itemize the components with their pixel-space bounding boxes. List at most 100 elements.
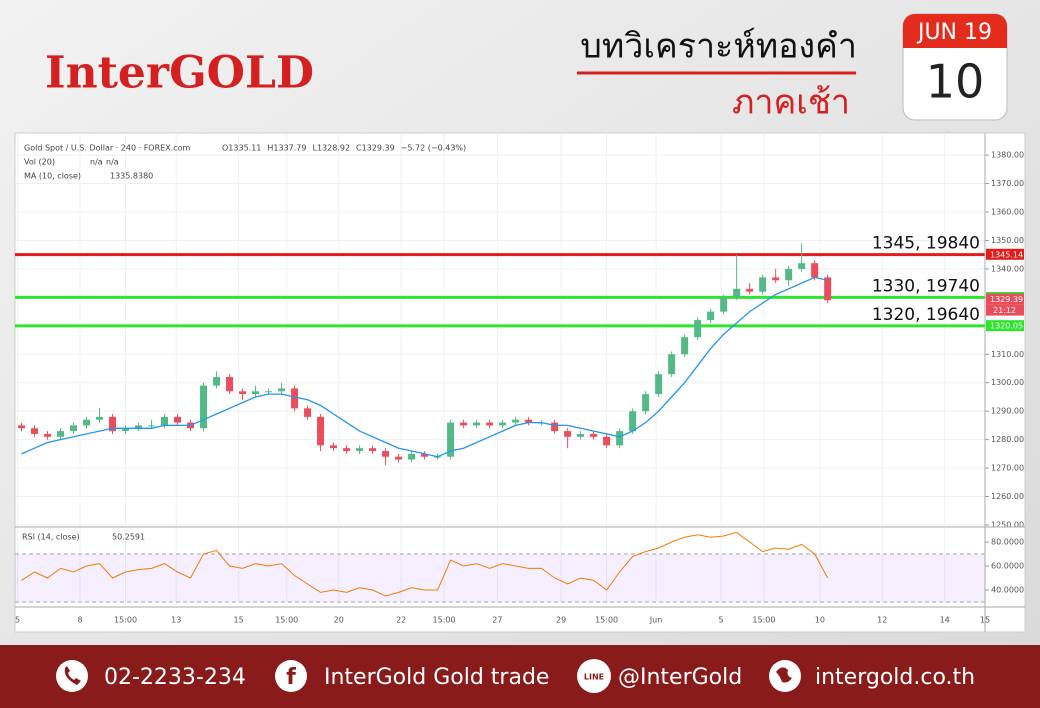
rsi-band: [15, 554, 985, 603]
y-tick-label: 1270.00: [991, 464, 1024, 473]
candle-body: [616, 431, 624, 446]
facebook: InterGold Gold trade: [324, 665, 549, 690]
candle-body: [629, 411, 637, 432]
candle-body: [343, 448, 351, 452]
brand: InterGOLD: [45, 48, 314, 99]
y-tick-label: 60.0000: [991, 562, 1024, 571]
candle-body: [577, 433, 585, 437]
level-label: 1320, 19640: [872, 305, 980, 325]
candle-body: [720, 297, 728, 312]
y-tick-label: 1380.00: [991, 151, 1024, 160]
candle-body: [213, 377, 221, 386]
x-tick-label: 15:00: [752, 616, 775, 625]
candle-body: [811, 263, 819, 278]
level-label: 1330, 19740: [872, 276, 980, 296]
candle-body: [278, 388, 286, 392]
price-tag-label: 1329.39: [990, 295, 1023, 304]
candle-body: [109, 416, 117, 432]
ma-legend: 1335.8380: [110, 172, 153, 181]
candle-body: [486, 422, 494, 426]
candle-body: [603, 436, 611, 446]
x-tick-label: 5: [15, 616, 20, 625]
candle-body: [733, 288, 741, 298]
price-tag: [986, 320, 1024, 332]
line: @InterGold: [618, 665, 742, 690]
calendar: JUN 19 10: [902, 13, 1008, 121]
calendar-top: [903, 14, 1007, 48]
footer-items: 02-2233-234 f InterGold Gold trade LINE …: [56, 659, 975, 693]
ma-line: [21, 276, 828, 458]
candle-body: [135, 425, 143, 429]
calendar-month: JUN 19: [916, 20, 992, 45]
y-tick-label: 1290.00: [991, 407, 1024, 416]
ohlc-value: H1337.79: [267, 144, 306, 153]
symbol: Gold Spot / U.S. Dollar · 240 · FOREX.co…: [24, 144, 191, 153]
x-tick-label: 20: [334, 616, 344, 625]
candle-body: [551, 422, 559, 432]
candle-body: [161, 416, 169, 426]
candle-body: [642, 394, 650, 412]
candle-body: [148, 425, 156, 427]
candle-body: [772, 277, 780, 281]
candle-body: [317, 416, 325, 446]
y-tick-label: 80.0000: [991, 538, 1024, 547]
facebook-icon: [275, 660, 307, 692]
candle-body: [408, 453, 416, 460]
ohlc-value: L1328.92: [313, 144, 351, 153]
candle-body: [824, 277, 832, 301]
candle-body: [96, 416, 104, 420]
price-tag-label: 1345.14: [990, 250, 1023, 259]
legend: Gold Spot / U.S. Dollar · 240 · FOREX.co…: [22, 144, 191, 542]
volume-legend: Vol (20): [24, 158, 55, 167]
candle-body: [694, 320, 702, 338]
countdown: 21:12: [993, 306, 1016, 315]
candle-body: [473, 422, 481, 426]
candle-body: [512, 419, 520, 423]
y-tick-label: 1280.00: [991, 435, 1024, 444]
candle-body: [252, 391, 260, 395]
y-tick-label: 1260.00: [991, 492, 1024, 501]
candle-body: [83, 419, 91, 426]
level-label: 1345, 19840: [872, 234, 980, 254]
candle-body: [746, 288, 754, 292]
candle-body: [239, 391, 247, 395]
line-glyph: LINE: [584, 673, 604, 682]
price-tag: [986, 248, 1024, 260]
x-tick-label: 14: [940, 616, 950, 625]
globe-glyph: [776, 667, 792, 683]
candle-body: [590, 433, 598, 437]
y-tick-label: 40.0000: [991, 586, 1024, 595]
candle-body: [564, 431, 572, 437]
x-tick-label: 15: [234, 616, 244, 625]
volume-legend: n/a: [106, 158, 119, 167]
x-tick-label: Jun: [649, 616, 663, 625]
candle-body: [668, 354, 676, 375]
facebook-glyph: f: [286, 665, 296, 690]
x-tick-label: 10: [815, 616, 825, 625]
ma-legend: MA (10, close): [24, 172, 81, 181]
candle-body: [291, 388, 299, 409]
session: ภาคเช้า: [732, 83, 850, 123]
countdown-tag: [986, 304, 1024, 316]
candle-body: [382, 451, 390, 457]
candle-body: [18, 425, 26, 429]
candle-body: [655, 374, 663, 395]
phone-icon: [56, 660, 88, 692]
footer: [0, 645, 1040, 708]
candle-body: [31, 428, 39, 434]
candle-body: [460, 422, 468, 426]
candle-body: [369, 448, 377, 452]
candle-body: [122, 428, 130, 432]
rsi-line: [21, 531, 829, 597]
candle-body: [44, 433, 52, 437]
candle-body: [759, 277, 767, 292]
x-tick-label: 22: [396, 616, 406, 625]
y-tick-label: 1250.00: [991, 521, 1024, 530]
candle-body: [330, 445, 338, 449]
phone-glyph: [64, 666, 81, 685]
volume-legend: n/a: [90, 158, 103, 167]
y-tick-label: 1350.00: [991, 236, 1024, 245]
candle-body: [421, 453, 429, 457]
website: intergold.co.th: [815, 665, 975, 690]
